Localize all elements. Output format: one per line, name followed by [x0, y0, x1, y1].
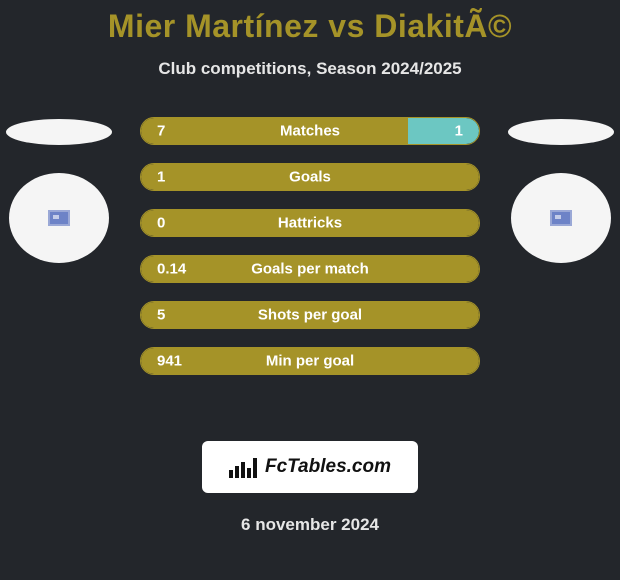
placeholder-icon: [550, 210, 572, 226]
stat-value-player-a: 941: [157, 353, 182, 370]
stat-row: 941Min per goal: [140, 347, 480, 375]
comparison-date: 6 november 2024: [0, 515, 620, 535]
stat-fill-player-a: [141, 256, 479, 282]
player-a-flag-placeholder: [6, 119, 112, 145]
player-a-badges: [4, 117, 114, 263]
page-subtitle: Club competitions, Season 2024/2025: [0, 59, 620, 79]
stat-row: 0.14Goals per match: [140, 255, 480, 283]
stat-value-player-a: 5: [157, 307, 165, 324]
comparison-card: Mier Martínez vs DiakitÃ© Club competiti…: [0, 0, 620, 580]
player-b-flag-placeholder: [508, 119, 614, 145]
stat-fill-player-a: [141, 118, 408, 144]
stat-fill-player-a: [141, 210, 479, 236]
stat-value-player-b: 1: [455, 123, 463, 140]
stat-value-player-a: 1: [157, 169, 165, 186]
brand-bars-icon: [229, 456, 259, 478]
stat-fill-player-a: [141, 164, 479, 190]
brand-text: FcTables.com: [265, 456, 391, 478]
stat-fill-player-a: [141, 348, 479, 374]
stat-rows: 71Matches1Goals0Hattricks0.14Goals per m…: [140, 117, 480, 375]
player-b-badges: [506, 117, 616, 263]
stat-fill-player-b: [408, 118, 479, 144]
stat-row: 5Shots per goal: [140, 301, 480, 329]
page-title: Mier Martínez vs DiakitÃ©: [0, 0, 620, 45]
placeholder-icon: [48, 210, 70, 226]
brand-badge: FcTables.com: [202, 441, 418, 493]
stat-row: 1Goals: [140, 163, 480, 191]
stat-row: 71Matches: [140, 117, 480, 145]
player-a-club-placeholder: [9, 173, 109, 263]
stat-value-player-a: 0: [157, 215, 165, 232]
stat-value-player-a: 7: [157, 123, 165, 140]
stat-fill-player-a: [141, 302, 479, 328]
comparison-content: 71Matches1Goals0Hattricks0.14Goals per m…: [0, 117, 620, 417]
stat-row: 0Hattricks: [140, 209, 480, 237]
player-b-club-placeholder: [511, 173, 611, 263]
stat-value-player-a: 0.14: [157, 261, 186, 278]
